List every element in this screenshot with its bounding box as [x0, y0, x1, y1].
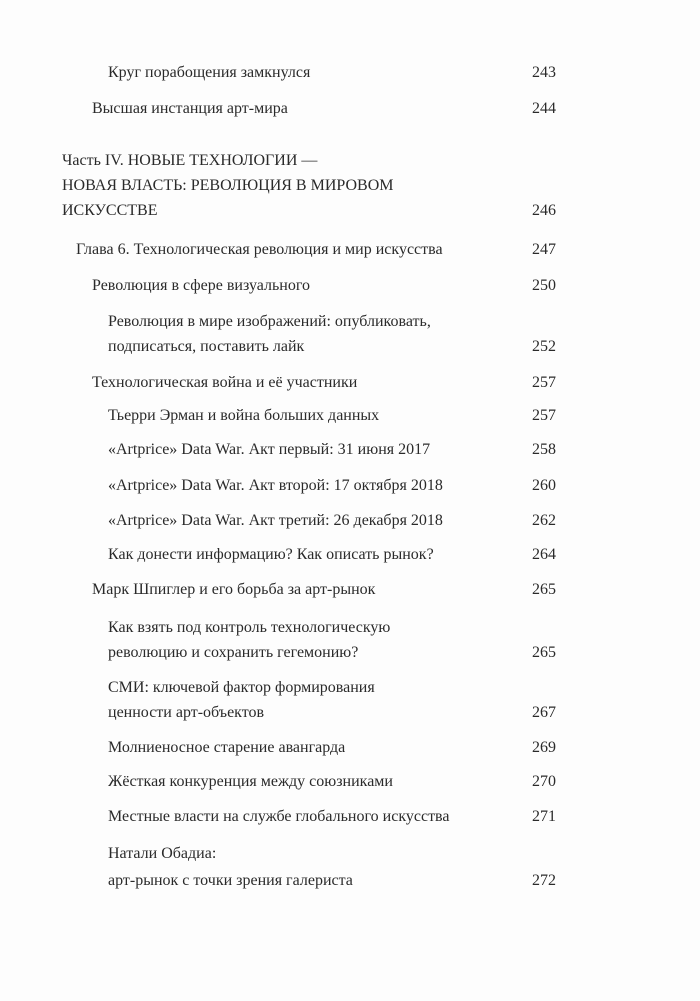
toc-entry-title: Круг порабощения замкнулся	[108, 60, 556, 85]
toc-entry-title: Молниеносное старение авангарда	[108, 735, 556, 760]
toc-entry: Как донести информацию? Как описать рыно…	[108, 542, 556, 567]
toc-entry: Революция в сфере визуального 250	[92, 273, 556, 298]
toc-entry-title: Местные власти на службе глобального иск…	[108, 804, 556, 829]
toc-page-number: 252	[532, 338, 556, 355]
toc-page-number: 271	[532, 808, 556, 825]
toc-entry-title-line: Часть IV. НОВЫЕ ТЕХНОЛОГИИ —	[62, 152, 318, 169]
toc-entry-title-line: революцию и сохранить гегемонию?	[108, 644, 359, 661]
toc-entry-title: СМИ: ключевой фактор формирования ценност…	[108, 675, 556, 725]
toc-page-number: 258	[532, 441, 556, 458]
toc-entry: Марк Шпиглер и его борьба за арт-рынок 26…	[92, 577, 556, 602]
toc-entry-title-line: Глава 6. Технологическая революция и мир…	[76, 241, 443, 258]
toc-entry: Молниеносное старение авангарда 269	[108, 735, 556, 760]
toc-entry-title-line: «Artprice» Data War. Акт второй: 17 октя…	[108, 477, 443, 494]
toc-entry-title: «Artprice» Data War. Акт второй: 17 октя…	[108, 473, 556, 498]
toc-entry-title-line: Круг порабощения замкнулся	[108, 64, 311, 81]
toc-entry-title: Технологическая война и её участники	[92, 370, 556, 395]
toc-entry-title-line: Высшая инстанция арт-мира	[92, 100, 288, 117]
toc-entry: Тьерри Эрман и война больших данных 257	[108, 403, 556, 428]
toc-entry-title: Натали Обадиа: арт-рынок с точки зрения г…	[108, 841, 556, 893]
toc-entry-title-line: Революция в сфере визуального	[92, 277, 311, 294]
toc-entry: Круг порабощения замкнулся 243	[108, 60, 556, 85]
toc-entry-title-line: Как донести информацию? Как описать рыно…	[108, 546, 434, 563]
toc-entry: «Artprice» Data War. Акт третий: 26 дека…	[108, 508, 556, 533]
toc-entry-title-line: Как взять под контроль технологическую	[108, 619, 391, 636]
toc-entry-title-line: ценности арт-объектов	[108, 704, 265, 721]
toc-entry-title: Революция в мире изображений: опубликова…	[108, 309, 556, 359]
toc-entry-title: Марк Шпиглер и его борьба за арт-рынок	[92, 577, 556, 602]
toc-page-number: 272	[532, 872, 556, 889]
toc-entry-title-line: Технологическая война и её участники	[92, 374, 358, 391]
toc-entry-title-line: «Artprice» Data War. Акт первый: 31 июня…	[108, 441, 431, 458]
toc-page-number: 262	[532, 512, 556, 529]
toc-entry-title: «Artprice» Data War. Акт третий: 26 дека…	[108, 508, 556, 533]
toc-page-number: 247	[532, 241, 556, 258]
toc-entry: Революция в мире изображений: опубликова…	[108, 309, 556, 359]
toc-page-number: 265	[532, 644, 556, 661]
toc-entry-title: Тьерри Эрман и война больших данных	[108, 403, 556, 428]
toc-entry: Местные власти на службе глобального иск…	[108, 804, 556, 829]
toc-entry-title: Высшая инстанция арт-мира	[92, 96, 556, 121]
toc-entry-title-line: Марк Шпиглер и его борьба за арт-рынок	[92, 581, 376, 598]
toc-chapter-entry: Глава 6. Технологическая революция и мир…	[76, 237, 556, 262]
toc-entry-title: Часть IV. НОВЫЕ ТЕХНОЛОГИИ — НОВАЯ ВЛАСТЬ…	[62, 148, 556, 223]
toc-page-number: 267	[532, 704, 556, 721]
toc-entry-title-line: Жёсткая конкуренция между союзниками	[108, 773, 393, 790]
toc-entry-title-line: Тьерри Эрман и война больших данных	[108, 407, 380, 424]
toc-entry-title-line: Революция в мире изображений: опубликова…	[108, 313, 431, 330]
toc-entry: Жёсткая конкуренция между союзниками 270	[108, 769, 556, 794]
toc-entry-title-line: Местные власти на службе глобального иск…	[108, 808, 450, 825]
toc-page-number: 250	[532, 277, 556, 294]
toc-page-number: 243	[532, 64, 556, 81]
toc-entry-title-line: арт-рынок с точки зрения галериста	[108, 872, 353, 889]
toc-entry-title-line: Натали Обадиа:	[108, 845, 217, 862]
toc-entry-title: Революция в сфере визуального	[92, 273, 556, 298]
toc-entry-title: Как взять под контроль технологическую ре…	[108, 615, 556, 665]
toc-entry: «Artprice» Data War. Акт первый: 31 июня…	[108, 437, 556, 462]
toc-page-number: 269	[532, 739, 556, 756]
toc-entry: Как взять под контроль технологическую ре…	[108, 615, 556, 665]
toc-entry-title-line: подписаться, поставить лайк	[108, 338, 305, 355]
toc-entry: Высшая инстанция арт-мира 244	[92, 96, 556, 121]
toc-entry-title-line: Молниеносное старение авангарда	[108, 739, 346, 756]
toc-entry-title: Глава 6. Технологическая революция и мир…	[76, 237, 556, 262]
toc-page-number: 265	[532, 581, 556, 598]
toc-page-number: 246	[532, 202, 556, 219]
toc-page-number: 264	[532, 546, 556, 563]
toc-entry-title: «Artprice» Data War. Акт первый: 31 июня…	[108, 437, 556, 462]
toc-page-number: 270	[532, 773, 556, 790]
toc-page-number: 244	[532, 100, 556, 117]
toc-entry-title: Жёсткая конкуренция между союзниками	[108, 769, 556, 794]
toc-page-number: 257	[532, 374, 556, 391]
toc-entry: Технологическая война и её участники 257	[92, 370, 556, 395]
toc-entry-title-line: СМИ: ключевой фактор формирования	[108, 679, 375, 696]
toc-entry-title: Как донести информацию? Как описать рыно…	[108, 542, 556, 567]
toc-entry: Натали Обадиа: арт-рынок с точки зрения г…	[108, 841, 556, 893]
toc-entry: «Artprice» Data War. Акт второй: 17 октя…	[108, 473, 556, 498]
toc-part-entry: Часть IV. НОВЫЕ ТЕХНОЛОГИИ — НОВАЯ ВЛАСТЬ…	[62, 148, 556, 223]
toc-entry: СМИ: ключевой фактор формирования ценност…	[108, 675, 556, 725]
toc-page-number: 260	[532, 477, 556, 494]
toc-entry-title-line: «Artprice» Data War. Акт третий: 26 дека…	[108, 512, 443, 529]
toc-entry-title-line: НОВАЯ ВЛАСТЬ: РЕВОЛЮЦИЯ В МИРОВОМ	[62, 177, 394, 194]
toc-entry-title-line: ИСКУССТВЕ	[62, 202, 158, 219]
toc-page-number: 257	[532, 407, 556, 424]
